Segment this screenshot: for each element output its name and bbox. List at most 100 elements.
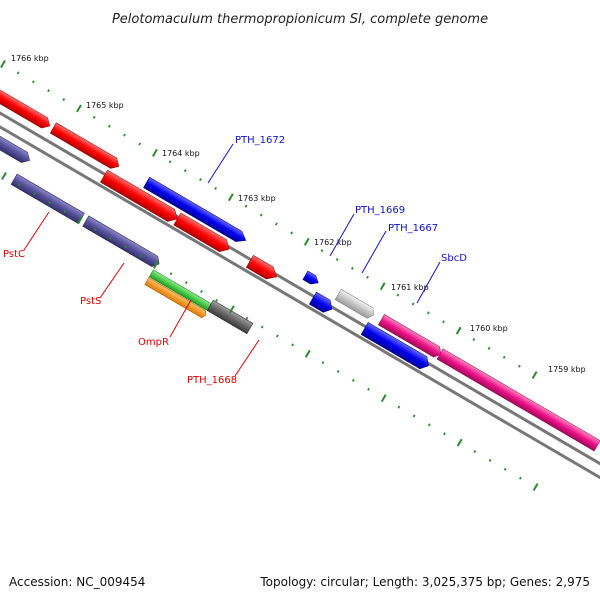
inner-ruler-major-tick [228, 305, 235, 314]
outer-ruler-minor-tick [502, 355, 506, 359]
outer-ruler-minor-tick [259, 213, 263, 217]
gene-label-pth1668[interactable]: PTH_1668 [187, 375, 237, 386]
gene-label-pstc[interactable]: PstC [3, 249, 25, 260]
inner-ruler-minor-tick [200, 290, 203, 294]
inner-ruler-major-tick [77, 216, 83, 225]
outer-ruler-minor-tick [62, 98, 66, 102]
gene-arrow[interactable] [360, 322, 432, 371]
gene-arrow[interactable] [308, 291, 335, 315]
inner-ruler-minor-tick [336, 370, 340, 374]
outer-ruler-minor-tick [275, 222, 278, 226]
tick-label: 1764 kbp [162, 149, 200, 158]
leader-ompr [169, 299, 192, 338]
backbone-outer [0, 88, 600, 500]
inner-ruler-minor-tick [63, 210, 67, 214]
inner-ruler-minor-tick [412, 414, 416, 418]
inner-ruler-minor-tick [17, 183, 21, 187]
inner-ruler-minor-tick [503, 467, 507, 471]
tick-label: 1763 kbp [238, 194, 276, 203]
gene-label-ompr[interactable]: OmpR [138, 337, 169, 348]
gene-label-sbcd[interactable]: SbcD [441, 253, 467, 264]
gene-label-pth1672[interactable]: PTH_1672 [235, 135, 285, 146]
gene-arrow[interactable] [49, 122, 122, 172]
gene-arrow-pth1672[interactable] [143, 176, 248, 245]
inner-ruler-minor-tick [443, 432, 446, 436]
inner-ruler-major-tick [532, 483, 539, 492]
gene-label-pth1667[interactable]: PTH_1667 [388, 223, 438, 234]
tick-label: 1765 kbp [86, 101, 124, 110]
gene-label-pth1669[interactable]: PTH_1669 [355, 205, 405, 216]
gene-arrow-ompr-orange[interactable] [144, 277, 208, 319]
tick-label: 1760 kbp [470, 324, 508, 333]
inner-ruler-major-tick [153, 260, 159, 269]
outer-ruler-minor-tick [366, 275, 369, 279]
gene-label-leaders [23, 143, 441, 377]
gene-arrow-sbcd[interactable] [377, 314, 444, 359]
gene-arrow[interactable] [436, 348, 600, 452]
outer-ruler-major-tick [379, 282, 386, 291]
tick-label: 1761 kbp [391, 283, 429, 292]
outer-ruler-minor-tick [107, 124, 111, 128]
inner-ruler-minor-tick [93, 227, 97, 231]
gene-arrow[interactable] [100, 169, 180, 225]
outer-ruler-minor-tick [92, 115, 96, 119]
outer-ruler-minor-tick [487, 346, 491, 350]
outer-ruler-minor-tick [396, 293, 400, 297]
inner-ruler-minor-tick [291, 343, 294, 347]
gene-arrow[interactable] [245, 254, 280, 283]
outer-ruler-major-tick [303, 237, 310, 246]
inner-ruler-minor-tick [48, 201, 51, 205]
outer-ruler-minor-tick [199, 178, 202, 182]
gene-arrow-pstc[interactable] [0, 121, 33, 166]
tick-label: 1766 kbp [11, 54, 49, 63]
inner-ruler-major-tick [1, 172, 7, 180]
gene-arrow[interactable] [173, 212, 233, 255]
leader-pstc [23, 211, 50, 251]
outer-ruler-major-tick [227, 193, 234, 202]
outer-ruler-major-tick [76, 104, 82, 113]
outer-ruler-minor-tick [320, 249, 324, 253]
gene-arrow-psts[interactable] [82, 215, 162, 269]
inner-ruler-minor-tick [427, 423, 431, 427]
gene-label-psts[interactable]: PstS [80, 296, 101, 307]
backbone-inner [0, 98, 600, 510]
inner-ruler-major-tick [456, 438, 463, 447]
gene-arrow-pth1668[interactable] [206, 299, 254, 335]
leader-sbcd [416, 261, 441, 304]
outer-ruler-minor-tick [290, 231, 293, 235]
inner-ruler-minor-tick [488, 458, 492, 462]
inner-ruler-minor-tick [351, 378, 355, 382]
map-title: Pelotomaculum thermopropionicum SI, comp… [112, 12, 488, 27]
genome-track-group [0, 87, 600, 510]
inner-ruler-minor-tick [276, 334, 279, 338]
leader-pth1667 [361, 230, 387, 274]
outer-ruler-minor-tick [123, 133, 126, 137]
inner-ruler-minor-tick [124, 245, 127, 249]
tick-label: 1759 kbp [548, 365, 586, 374]
gene-arrow-pth1667[interactable] [334, 288, 376, 320]
inner-ruler-minor-tick [32, 192, 36, 196]
outer-ruler-minor-tick [31, 80, 35, 84]
outer-ruler-minor-tick [350, 266, 354, 270]
outer-ruler [0, 60, 538, 380]
inner-ruler-minor-tick [108, 236, 112, 240]
genome-summary-text: Topology: circular; Length: 3,025,375 bp… [259, 575, 590, 589]
inner-ruler-minor-tick [260, 325, 264, 329]
gene-arrow-psts[interactable] [10, 173, 85, 225]
inner-ruler-minor-tick [321, 361, 325, 365]
outer-ruler-minor-tick [442, 320, 445, 324]
outer-ruler-minor-tick [47, 89, 50, 93]
accession-text: Accession: NC_009454 [9, 575, 145, 589]
outer-ruler-minor-tick [411, 302, 415, 306]
outer-ruler-minor-tick [138, 142, 142, 146]
outer-ruler-minor-tick [214, 186, 218, 190]
outer-ruler-minor-tick [244, 204, 248, 208]
leader-pth1668 [234, 339, 260, 377]
gene-arrow-pth1669[interactable] [302, 270, 321, 287]
outer-ruler-minor-tick [183, 169, 187, 173]
inner-ruler-minor-tick [215, 298, 219, 302]
inner-ruler-minor-tick [184, 281, 188, 285]
gene-arrow[interactable] [0, 87, 53, 131]
outer-ruler-minor-tick [518, 364, 521, 368]
